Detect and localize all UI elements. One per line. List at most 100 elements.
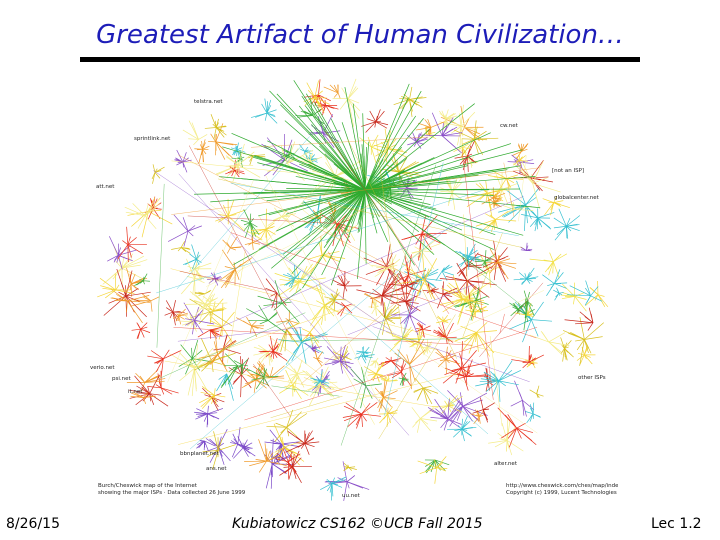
map-edge [217,436,222,448]
map-edge [456,265,467,274]
map-edge [251,325,259,329]
map-edge [435,408,449,420]
map-edge [149,393,162,396]
map-edge [134,375,150,394]
map-edge [287,461,297,475]
map-edge [285,320,290,325]
map-edge [346,481,350,489]
map-edge [460,104,464,127]
map-edge [128,277,132,284]
map-edge [522,319,532,343]
map-edge [149,374,160,394]
map-edge [267,320,276,326]
map-edge [364,149,523,191]
map-edge [268,446,285,461]
map-edge [296,373,305,388]
map-edge [374,121,377,128]
map-edge [272,351,275,359]
map-edge [478,416,481,424]
map-edge [194,368,208,392]
map-edge [519,160,528,162]
map-edge [276,292,287,306]
map-edge [463,254,469,260]
map-edge [225,164,239,167]
map-edge [261,103,268,114]
map-edge [151,172,156,180]
map-label: uu.net [342,493,361,499]
map-edge [339,346,342,362]
map-edge [377,397,384,409]
map-edge [473,130,487,140]
map-edge [203,354,218,366]
map-edge [182,159,192,163]
map-edge [286,413,308,428]
map-edge [310,304,325,326]
map-edge [473,139,484,155]
map-edge [445,109,449,120]
map-edge [238,164,261,178]
map-edge [590,313,594,323]
map-edge [180,278,195,295]
map-edge [372,373,377,382]
map-edge [178,308,186,317]
map-edge [475,380,499,387]
map-edge [375,305,379,308]
map-edge [213,127,217,140]
map-edge [332,483,338,486]
map-edge [422,325,431,330]
map-edge [461,367,471,374]
footer-lecture: Lec 1.2 [651,516,702,532]
map-edge [573,296,576,305]
map-edge [529,217,539,227]
map-edge [485,193,488,202]
map-edge [210,133,217,143]
map-edge [149,393,169,407]
map-edge [494,198,501,204]
map-edge [420,418,431,432]
map-edge [447,400,460,420]
map-edge [490,219,496,233]
map-edge [217,178,523,248]
map-edge [306,82,316,98]
map-edge [269,365,285,378]
map-edge [201,386,215,396]
map-edge [460,126,464,137]
map-edge [192,320,195,335]
map-edge [554,269,561,284]
map-edge [236,149,240,158]
map-edge [270,395,343,418]
map-edge [279,281,300,286]
map-edge [364,189,431,205]
map-edge [240,156,245,159]
map-edge [299,144,306,152]
map-edge [328,299,336,308]
map-edge [445,322,454,338]
map-edge [292,450,300,467]
map-edge [441,405,448,414]
map-edge [284,384,293,388]
map-edge [304,437,315,444]
map-edge [460,368,469,391]
map-edge [461,350,477,369]
map-edge [455,297,468,305]
map-edge [309,316,323,333]
map-edge [216,373,227,392]
map-edge [499,438,508,441]
map-edge [139,279,144,282]
map-edge [590,286,599,297]
map-edge [292,466,297,480]
map-edge [343,413,362,422]
map-edge [375,121,389,126]
map-edge [520,313,528,316]
map-edge [421,233,432,250]
map-edge [201,394,215,409]
map-edge [455,250,469,257]
map-edge [304,149,309,152]
map-edge [495,211,509,220]
map-edge [485,181,488,194]
map-edge [416,323,424,330]
map-edge [470,413,480,417]
map-edge [260,351,269,363]
map-edge [150,300,153,312]
map-edge [229,442,238,445]
